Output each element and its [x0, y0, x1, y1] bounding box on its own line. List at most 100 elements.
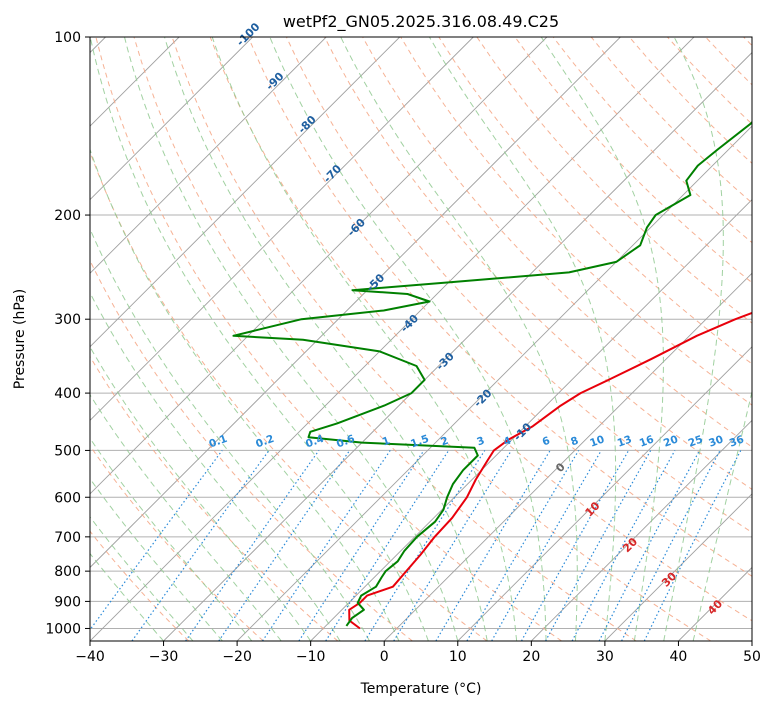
dry-adiabat-line [95, 37, 562, 641]
moist-adiabat-line [90, 37, 429, 641]
moist-adiabat-line [90, 552, 164, 641]
dry-adiabat-line [90, 259, 413, 641]
mixing-ratio-label: 3 [475, 435, 486, 449]
y-tick-label: 100 [54, 30, 81, 46]
x-tick-label: 20 [522, 649, 540, 665]
mixing-ratio-line [298, 450, 425, 641]
dry-adiabat-line [171, 37, 712, 641]
mixing-ratio-label: 10 [588, 433, 606, 449]
mixing-ratio-label: 20 [662, 433, 680, 449]
isotherm-line [90, 37, 695, 641]
isotherm-line [90, 37, 401, 348]
mixing-ratio-line [643, 450, 742, 641]
mixing-ratio-label: 25 [687, 433, 705, 449]
mixing-ratio-label: 13 [616, 433, 634, 449]
moist-adiabat-line [663, 37, 724, 641]
mixing-ratio-line [131, 450, 270, 641]
x-tick-label: −10 [296, 649, 326, 665]
isotherm-line [236, 125, 752, 641]
mixing-ratio-label: 6 [541, 435, 552, 449]
isotherm-line [90, 37, 621, 569]
isotherm-line [751, 640, 752, 641]
dry-adiabat-line [285, 37, 752, 534]
mixing-ratio-label: 8 [569, 435, 580, 449]
mixing-ratio-line [325, 450, 450, 641]
moist-adiabat-line [90, 227, 370, 641]
dry-adiabat-line [247, 37, 752, 577]
mixing-ratio-label: 0.1 [207, 433, 229, 451]
moist-adiabat-line [692, 389, 752, 641]
mixing-ratio-line [571, 450, 676, 641]
moist-adiabat-line [540, 37, 664, 641]
x-tick-label: −30 [149, 649, 179, 665]
plot-background [90, 37, 752, 641]
y-tick-label: 500 [54, 443, 81, 459]
mixing-ratio-label: 1 [381, 435, 392, 449]
mixing-ratio-label: 0.2 [254, 433, 276, 451]
mixing-ratio-line [218, 450, 351, 641]
isotherm-line [531, 419, 752, 641]
moist-adiabat-line [124, 37, 459, 641]
plot-frame [89, 36, 753, 642]
x-tick-label: −40 [75, 649, 105, 665]
moist-adiabat-line [90, 291, 341, 641]
dry-adiabat-line [514, 37, 752, 284]
moist-adiabat-line [269, 37, 547, 641]
moist-adiabat-line [164, 37, 488, 641]
isotherm-line [604, 493, 752, 641]
dewpoint-profile [232, 120, 752, 627]
mixing-ratio-label: 16 [638, 433, 656, 449]
dry-adiabat-line [438, 37, 752, 365]
moist-adiabat-line [90, 345, 312, 641]
mixing-ratio-label: 0.4 [304, 433, 326, 451]
dry-adiabat-line [209, 37, 752, 622]
mixing-ratio-label: 2 [439, 435, 450, 449]
isotherm-line [163, 51, 752, 641]
dry-adiabat-line [90, 355, 339, 641]
x-tick-label: 50 [743, 649, 761, 665]
profile-lines [232, 120, 752, 630]
mixing-ratio-label: 1.5 [409, 433, 431, 451]
y-axis: 100 200 300 400 500 600 700 800 900 1000 [45, 30, 90, 637]
dry-adiabat-line [133, 37, 637, 641]
x-tick-label: −20 [222, 649, 252, 665]
dry-adiabat-line [90, 150, 488, 641]
y-tick-label: 1000 [45, 621, 81, 637]
isotherm-line [383, 272, 752, 641]
moist-adiabat-line [90, 393, 282, 641]
dry-adiabat-line [90, 444, 264, 641]
mixing-ratio-line [545, 450, 652, 641]
x-tick-label: 0 [380, 649, 389, 665]
moist-adiabat-line [90, 437, 253, 641]
isotherm-line [90, 37, 253, 201]
moist-adiabat-line [428, 37, 617, 641]
y-tick-label: 800 [54, 564, 81, 580]
x-axis: −40 −30 −20 −10 0 10 20 30 40 50 [75, 641, 761, 665]
mixing-ratio-label: 0.6 [335, 433, 357, 451]
mixing-ratio-label: 36 [728, 433, 746, 449]
moist-adiabat-line [90, 477, 223, 641]
background-lines [90, 37, 752, 641]
y-tick-label: 200 [54, 208, 81, 224]
dry-adiabat-line [90, 530, 190, 641]
temperature-profile [348, 311, 752, 630]
mixing-ratio-line [90, 450, 223, 631]
mixing-ratio-line [185, 450, 320, 641]
moist-adiabat-line [211, 37, 518, 641]
y-tick-label: 600 [54, 490, 81, 506]
isotherm-line [457, 346, 752, 641]
mixing-ratio-line [393, 450, 512, 641]
y-tick-label: 300 [54, 312, 81, 328]
x-tick-label: 40 [670, 649, 688, 665]
isotherm-line [90, 37, 548, 495]
y-axis-label: Pressure (hPa) [12, 289, 28, 389]
mixing-ratio-line [520, 450, 630, 641]
y-tick-label: 700 [54, 530, 81, 546]
mixing-ratio-line [261, 450, 391, 641]
moist-adiabat-line [340, 37, 578, 641]
x-axis-label: Temperature (°C) [360, 681, 482, 697]
mixing-ratio-label: 30 [707, 433, 725, 449]
y-tick-label: 900 [54, 594, 81, 610]
mixing-ratio-label: 4 [502, 435, 513, 449]
